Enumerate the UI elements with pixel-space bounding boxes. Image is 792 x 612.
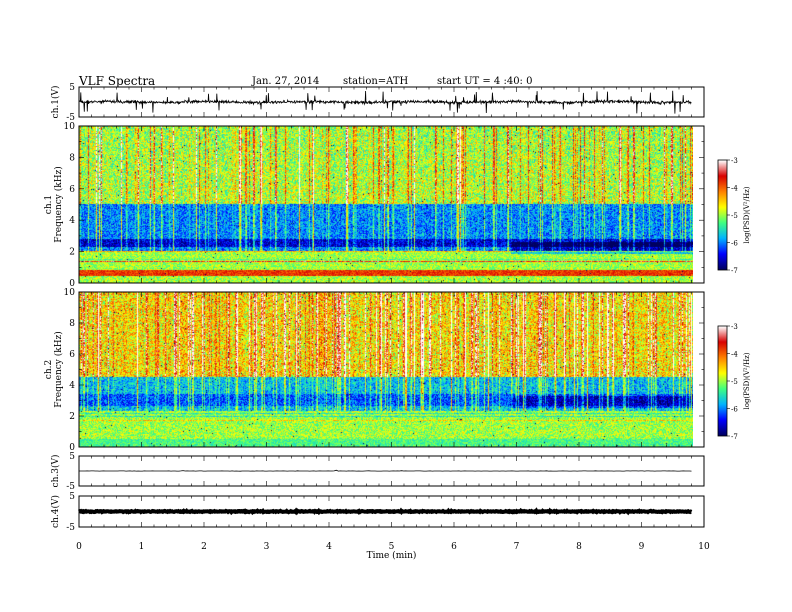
colorbar-tick-label: -7 (731, 267, 738, 275)
colorbar-tick-label: -3 (731, 157, 738, 165)
x-tick-label: 8 (576, 542, 582, 552)
y-tick-label: 6 (69, 350, 75, 360)
ch1-colorbar (718, 160, 727, 270)
y-tick-label: 5 (69, 83, 75, 93)
ch2-spectrogram (79, 292, 693, 447)
ch1-spectrogram-colorbar-frame (717, 159, 728, 271)
figure-title: VLF Spectra (79, 74, 156, 88)
ch1-spectrogram-frame (78, 125, 705, 284)
y-tick-label: 4 (69, 216, 75, 226)
station-label: station=ATH (343, 76, 409, 87)
y-tick-label: 0 (69, 443, 75, 453)
ch2-spectrogram-sublabel: ch.2 (44, 360, 54, 379)
colorbar-tick-label: -7 (731, 433, 738, 441)
ch1-spectrogram (79, 126, 693, 283)
colorbar-tick-label: -5 (731, 212, 738, 220)
ch1-spectrogram-sublabel: ch.1 (44, 195, 54, 214)
x-tick-label: 3 (264, 542, 270, 552)
colorbar-tick-label: -4 (731, 351, 738, 359)
x-tick-label: 2 (201, 542, 207, 552)
ch1-spectrogram-ylabel: Frequency (kHz) (53, 166, 64, 243)
x-tick-label: 5 (389, 542, 395, 552)
x-axis-label: Time (min) (367, 550, 417, 561)
ch2-spectrogram-ylabel: Frequency (kHz) (53, 331, 64, 408)
colorbar-tick-label: -4 (731, 185, 738, 193)
x-tick-label: 7 (514, 542, 520, 552)
y-tick-label: 8 (69, 319, 75, 329)
ch1-waveform-ylabel: ch.1(V) (50, 86, 61, 119)
ch3-waveform-ylabel: ch.3(V) (50, 455, 61, 488)
y-tick-label: 10 (64, 288, 76, 298)
y-tick-label: -5 (66, 482, 75, 492)
ch2-colorbar (718, 326, 727, 436)
x-tick-label: 4 (326, 542, 332, 552)
ch2-spectrogram-colorbar-frame (717, 325, 728, 437)
colorbar-tick-label: -3 (731, 323, 738, 331)
y-tick-label: 0 (69, 279, 75, 289)
ch2-spectrogram-colorbar-label: log(PSD)(V²/Hz) (743, 352, 751, 409)
y-tick-label: 5 (69, 452, 75, 462)
x-tick-label: 6 (451, 542, 457, 552)
y-tick-label: 6 (69, 185, 75, 195)
y-tick-label: 8 (69, 153, 75, 163)
colorbar-tick-label: -5 (731, 378, 738, 386)
x-tick-label: 0 (76, 542, 82, 552)
y-tick-label: 10 (64, 122, 76, 132)
y-tick-label: 4 (69, 381, 75, 391)
ch2-spectrogram-frame (78, 291, 705, 448)
y-tick-label: 2 (69, 248, 75, 258)
ch1-waveform-trace (78, 90, 692, 114)
y-tick-label: -5 (66, 113, 75, 123)
y-tick-label: 2 (69, 412, 75, 422)
start-ut-label: start UT = 4 :40: 0 (437, 76, 533, 87)
y-tick-label: -5 (66, 523, 75, 533)
colorbar-tick-label: -6 (731, 240, 738, 248)
date-label: Jan. 27, 2014 (252, 76, 320, 87)
colorbar-tick-label: -6 (731, 406, 738, 414)
x-tick-label: 9 (639, 542, 645, 552)
ch3-waveform-trace (79, 469, 692, 472)
ch4-waveform-ylabel: ch.4(V) (50, 495, 61, 528)
x-tick-label: 1 (139, 542, 145, 552)
x-tick-label: 10 (698, 542, 710, 552)
ch1-spectrogram-colorbar-label: log(PSD)(V²/Hz) (743, 186, 751, 243)
ch4-waveform-trace (78, 507, 693, 516)
y-tick-label: 5 (69, 492, 75, 502)
